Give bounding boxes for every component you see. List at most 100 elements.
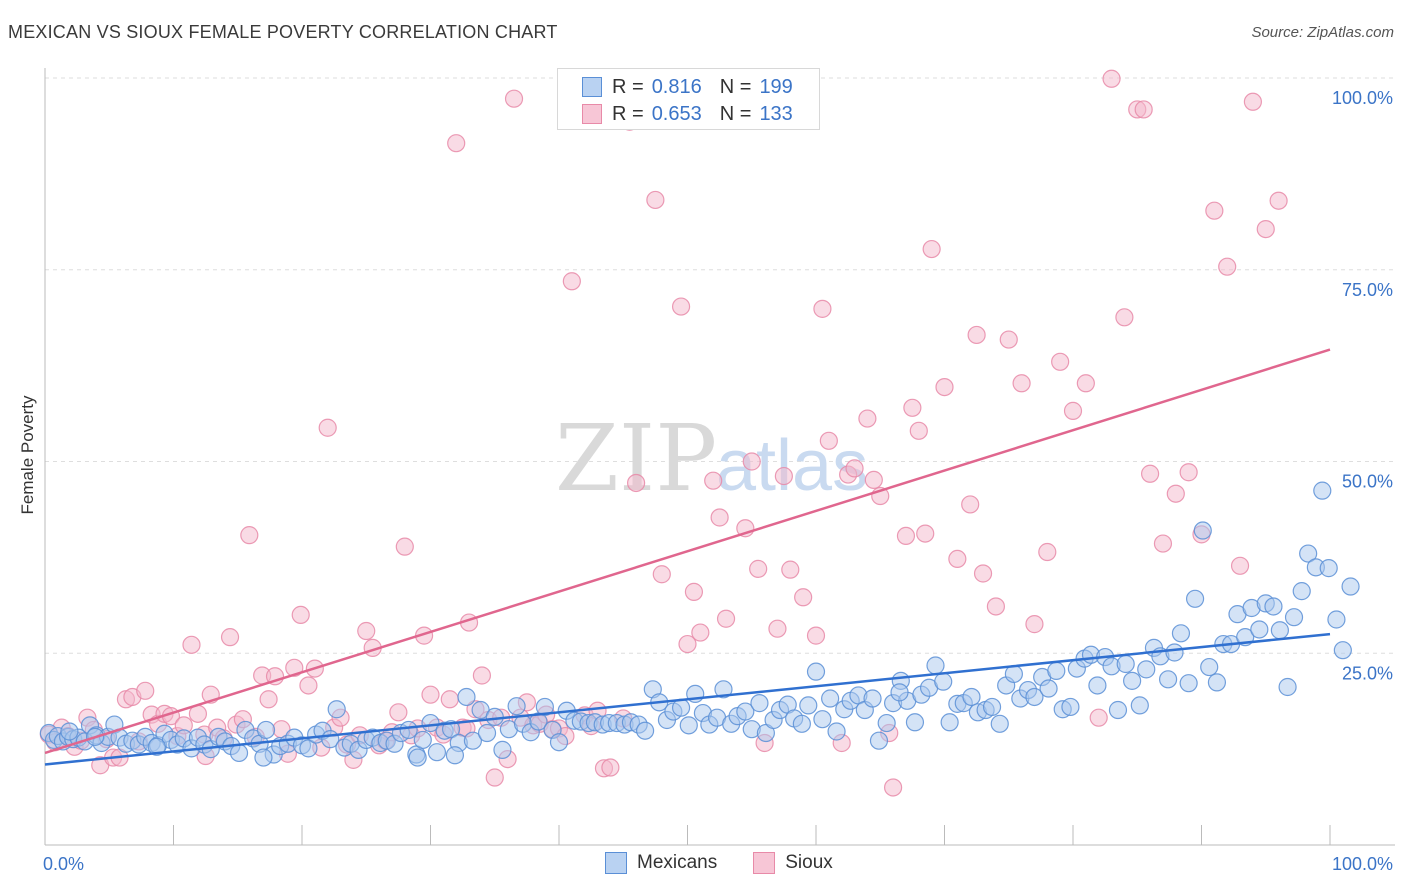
mexicans-point [60, 722, 79, 741]
mexicans-point [1264, 597, 1283, 616]
mexicans-point [1108, 700, 1128, 720]
mexicans-point [982, 697, 1002, 717]
sioux-point [1153, 534, 1173, 553]
sioux-point [916, 524, 935, 543]
sioux-point [858, 409, 877, 428]
mexicans-point [1207, 673, 1227, 692]
watermark-atlas: atlas [716, 426, 868, 506]
series-legend: Mexicans Sioux [605, 852, 869, 874]
mexicans-point [1047, 661, 1066, 680]
y-axis-label: Female Poverty [18, 395, 37, 515]
mexicans-point [413, 730, 432, 750]
sioux-point [562, 272, 581, 291]
chart-title: MEXICAN VS SIOUX FEMALE POVERTY CORRELAT… [8, 22, 558, 42]
mexicans-point [229, 743, 249, 763]
sioux-legend-swatch-icon [753, 852, 776, 874]
sioux-point [1012, 374, 1031, 393]
sioux-point [601, 758, 620, 777]
mexicans-point [1284, 608, 1304, 627]
sioux-point [716, 609, 736, 628]
mexicans-point [1341, 577, 1360, 596]
sioux-point [774, 466, 793, 486]
legend-item-mexicans[interactable]: Mexicans [605, 852, 717, 874]
sioux-point [935, 378, 954, 397]
sioux-point [768, 619, 787, 638]
mexicans-point [934, 672, 953, 691]
mexicans-point [254, 748, 273, 767]
sioux-point [749, 559, 768, 578]
mexicans-point [813, 710, 832, 729]
sioux-point [845, 459, 864, 478]
grid-lines [45, 77, 1395, 654]
sioux-point [671, 297, 691, 316]
mexicans-point [1165, 643, 1184, 662]
sioux-point [903, 398, 922, 417]
sioux-point [909, 421, 928, 440]
mexicans-point [1193, 521, 1212, 540]
sioux-point [220, 628, 240, 647]
sioux-point [259, 690, 278, 709]
mexicans-point [962, 687, 981, 707]
sioux-point [1166, 484, 1185, 503]
mexicans-point [1292, 582, 1311, 601]
mexicans-point [1319, 559, 1338, 578]
mexicans-point [940, 713, 959, 732]
sioux-point [967, 325, 986, 345]
sioux-swatch-icon [582, 104, 602, 124]
mexicans-point [926, 656, 945, 675]
sioux-point [691, 623, 710, 642]
tick-labels: 25.0% 50.0% 75.0% 100.0% 0.0% 100.0% [43, 88, 1393, 874]
mexicans-point [408, 748, 427, 767]
sioux-point [1230, 556, 1250, 575]
mexicans-swatch-icon [582, 77, 602, 97]
mexicans-point [147, 737, 166, 756]
mexicans-point [507, 697, 526, 716]
sioux-point [291, 605, 310, 625]
mexicans-point [714, 680, 733, 699]
sioux-point [1134, 100, 1153, 119]
n-value: 199 [759, 75, 793, 98]
r-label: R = [612, 75, 644, 98]
mexicans-point [1185, 589, 1205, 608]
mexicans-legend-swatch-icon [605, 852, 627, 874]
sioux-point [710, 508, 729, 527]
sioux-point [318, 418, 337, 437]
mexicans-point [427, 743, 447, 762]
mexicans-point [399, 720, 418, 740]
sioux-point [973, 564, 993, 583]
y-tick-label: 100.0% [1332, 88, 1393, 108]
mexicans-point [1025, 687, 1044, 707]
sioux-point [182, 635, 201, 654]
sioux-point [440, 690, 459, 709]
legend-label-sioux: Sioux [785, 852, 833, 873]
mexicans-point [421, 713, 440, 733]
sioux-point [652, 565, 671, 584]
mexicans-point [679, 716, 698, 735]
sioux-point [136, 681, 155, 700]
mexicans-point [635, 721, 655, 740]
sioux-point [922, 239, 941, 259]
mexicans-point [1116, 654, 1135, 674]
mexicans-point [990, 714, 1009, 733]
mexicans-trend-line [44, 632, 1331, 766]
sioux-point [646, 190, 665, 210]
mexicans-point [1250, 620, 1269, 639]
sioux-point [447, 134, 466, 153]
y-tick-label: 25.0% [1342, 663, 1393, 683]
y-tick-label: 50.0% [1342, 472, 1393, 492]
mexicans-point [877, 713, 896, 733]
sioux-point [678, 634, 697, 654]
mexicans-point [1200, 657, 1219, 677]
mexicans-point [1179, 674, 1198, 693]
sioux-point [864, 470, 883, 490]
n-value: 133 [759, 102, 793, 125]
r-label: R = [612, 102, 644, 125]
sioux-point [1115, 308, 1134, 327]
sioux-point [896, 526, 916, 545]
legend-item-sioux[interactable]: Sioux [753, 852, 833, 874]
sioux-point [1025, 615, 1044, 634]
mexicans-point [1158, 670, 1178, 689]
sioux-point [504, 89, 524, 108]
mexicans-point [463, 731, 483, 750]
